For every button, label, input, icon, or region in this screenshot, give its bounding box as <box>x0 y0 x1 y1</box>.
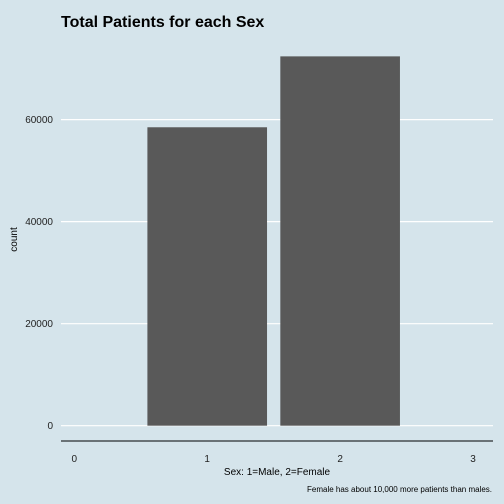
x-tick-labels: 0 1 2 3 <box>72 454 477 465</box>
y-tick-labels: 0 20000 40000 60000 <box>25 115 53 432</box>
bar-sex-2 <box>280 56 400 426</box>
y-tick-label-40000: 40000 <box>25 217 53 228</box>
y-tick-label-20000: 20000 <box>25 319 53 330</box>
bars <box>147 56 400 426</box>
gridlines <box>61 119 493 427</box>
y-axis-title: count <box>9 227 20 252</box>
x-tick-label-3: 3 <box>470 454 476 465</box>
x-tick-label-0: 0 <box>72 454 78 465</box>
y-tick-label-0: 0 <box>47 421 53 432</box>
x-tick-label-2: 2 <box>337 454 343 465</box>
y-tick-label-60000: 60000 <box>25 115 53 126</box>
chart-caption: Female has about 10,000 more patients th… <box>307 485 492 494</box>
x-tick-label-1: 1 <box>204 454 210 465</box>
chart-title: Total Patients for each Sex <box>61 14 264 31</box>
bar-sex-1 <box>147 127 268 426</box>
x-axis-title: Sex: 1=Male, 2=Female <box>224 467 331 478</box>
